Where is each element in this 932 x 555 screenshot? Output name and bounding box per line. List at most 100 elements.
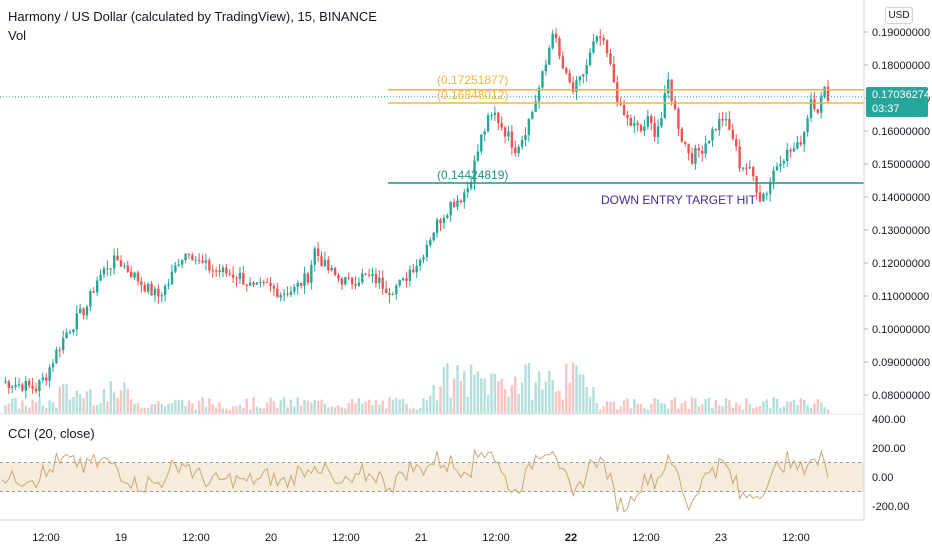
volume-bar bbox=[276, 407, 279, 414]
volume-bar bbox=[721, 406, 724, 414]
volume-bar bbox=[167, 403, 170, 414]
volume-bar bbox=[68, 399, 72, 414]
volume-bar bbox=[157, 401, 160, 414]
volume-bar bbox=[486, 395, 490, 414]
volume-label[interactable]: Vol bbox=[8, 28, 27, 43]
volume-bar bbox=[575, 365, 578, 414]
candle-body bbox=[595, 36, 599, 42]
candle-body bbox=[197, 259, 201, 261]
volume-bar bbox=[806, 404, 809, 414]
candle-body bbox=[85, 306, 89, 316]
currency-button[interactable]: USD bbox=[885, 7, 913, 24]
candle-body bbox=[316, 248, 320, 257]
volume-bar bbox=[469, 364, 473, 414]
volume-bar bbox=[452, 378, 456, 414]
candle-body bbox=[422, 257, 425, 260]
candle-body bbox=[157, 288, 160, 297]
volume-bar bbox=[323, 403, 327, 414]
candle-body bbox=[231, 274, 235, 278]
volume-bar bbox=[782, 406, 786, 414]
candle-body bbox=[432, 232, 435, 241]
volume-bar bbox=[408, 408, 412, 414]
volume-bar bbox=[153, 403, 157, 414]
volume-bar bbox=[140, 408, 143, 414]
candle-body bbox=[323, 259, 327, 267]
candle-body bbox=[826, 86, 830, 101]
volume-bar bbox=[106, 401, 109, 414]
volume-bar bbox=[786, 401, 789, 414]
candle-body bbox=[813, 99, 816, 110]
cci-label[interactable]: CCI (20, close) bbox=[8, 426, 95, 441]
candle-body bbox=[330, 267, 333, 271]
volume-bar bbox=[697, 406, 701, 414]
candle-body bbox=[99, 274, 102, 281]
candle-body bbox=[690, 153, 694, 164]
candle-body bbox=[194, 259, 197, 261]
candle-body bbox=[803, 132, 806, 145]
candle-body bbox=[388, 293, 391, 295]
volume-bar bbox=[269, 397, 272, 414]
volume-bar bbox=[755, 406, 758, 414]
candle-body bbox=[170, 271, 174, 285]
candle-body bbox=[656, 126, 660, 137]
candle-body bbox=[395, 285, 398, 295]
fib-level-label[interactable]: (0.16848012) bbox=[437, 88, 509, 102]
volume-bar bbox=[303, 400, 306, 414]
volume-bar bbox=[208, 398, 211, 414]
candle-body bbox=[364, 273, 367, 275]
volume-bar bbox=[588, 396, 592, 414]
volume-bar bbox=[245, 398, 248, 414]
volume-bar bbox=[701, 404, 704, 414]
volume-bar bbox=[89, 389, 92, 414]
candle-body bbox=[218, 270, 221, 273]
candle-body bbox=[398, 280, 401, 286]
fib-level-label[interactable]: (0.14424819) bbox=[437, 168, 509, 182]
candle-body bbox=[95, 280, 99, 293]
volume-bar bbox=[680, 403, 684, 414]
candle-body bbox=[306, 273, 310, 283]
volume-bar bbox=[395, 398, 398, 414]
volume-bar bbox=[779, 407, 782, 414]
candle-body bbox=[102, 268, 106, 275]
volume-bar bbox=[507, 396, 510, 414]
volume-bar bbox=[388, 397, 391, 414]
candle-body bbox=[262, 282, 265, 284]
volume-bar bbox=[170, 403, 174, 414]
candle-body bbox=[333, 267, 337, 276]
time-tick-label: 22 bbox=[565, 532, 577, 544]
candle-body bbox=[503, 127, 507, 137]
volume-bar bbox=[146, 408, 150, 414]
volume-bar bbox=[544, 381, 548, 414]
volume-bar bbox=[514, 376, 517, 414]
volume-bar bbox=[61, 384, 65, 414]
candle-body bbox=[694, 148, 697, 164]
volume-bar bbox=[201, 397, 204, 414]
volume-bar bbox=[405, 403, 408, 414]
fib-level-label[interactable]: (0.17251877) bbox=[437, 73, 509, 87]
symbol-title[interactable]: Harmony / US Dollar (calculated by Tradi… bbox=[8, 9, 377, 24]
candle-body bbox=[602, 38, 605, 41]
volume-bar bbox=[85, 391, 89, 414]
volume-bar bbox=[340, 407, 344, 414]
volume-bar bbox=[510, 384, 514, 414]
volume-bar bbox=[592, 387, 595, 414]
cci-band bbox=[0, 462, 864, 492]
candle-body bbox=[469, 182, 473, 189]
candle-body bbox=[711, 128, 714, 141]
volume-bar bbox=[24, 406, 27, 414]
candle-body bbox=[214, 270, 218, 272]
candle-body bbox=[357, 282, 361, 286]
volume-bar bbox=[660, 403, 663, 414]
volume-bar bbox=[687, 408, 690, 414]
volume-bar bbox=[252, 397, 255, 414]
candle-body bbox=[48, 367, 51, 381]
volume-bar bbox=[816, 399, 820, 414]
price-tick-label: 0.19000000 bbox=[872, 27, 930, 39]
volume-bar bbox=[466, 396, 469, 414]
candle-body bbox=[738, 146, 741, 169]
volume-bar bbox=[17, 408, 21, 414]
volume-bar bbox=[116, 397, 119, 414]
candle-body bbox=[344, 277, 347, 285]
